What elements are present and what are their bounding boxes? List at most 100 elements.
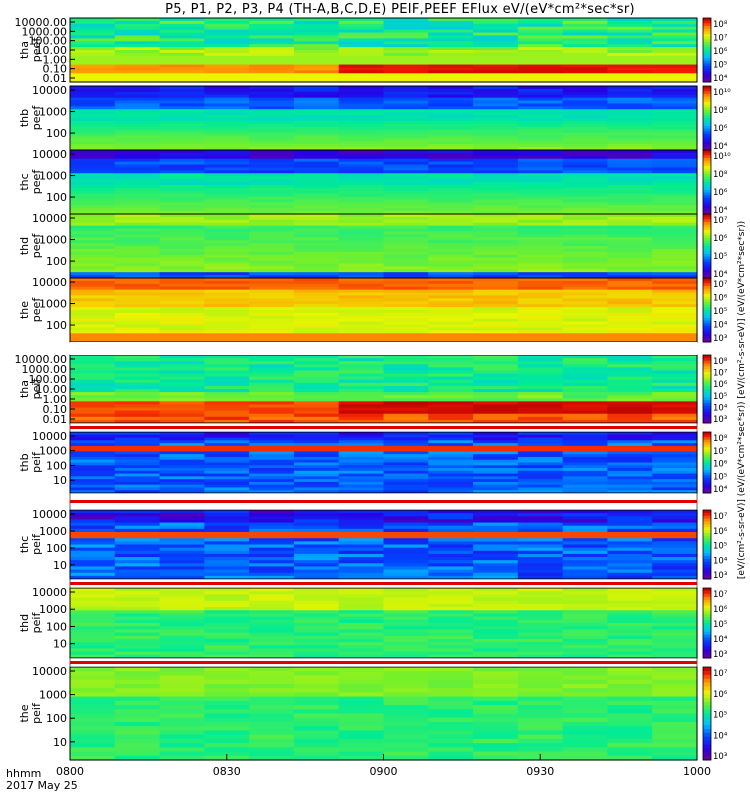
heatmap-cell (562, 395, 609, 399)
heatmap-cell (607, 713, 653, 719)
heatmap-cell (652, 389, 698, 393)
heatmap-cell (428, 395, 474, 399)
heatmap-cell (293, 361, 340, 365)
heatmap-cell (652, 70, 698, 74)
heatmap-cell (517, 184, 564, 189)
colorbar-segment (703, 187, 711, 191)
heatmap-cell (159, 443, 205, 447)
heatmap-cell (159, 525, 205, 530)
heatmap-cell (70, 199, 116, 203)
colorbar-frame (702, 17, 712, 83)
heatmap-cell (473, 112, 519, 116)
heatmap-cell (114, 304, 161, 308)
heatmap-cell (473, 167, 519, 171)
heatmap-cell (562, 651, 609, 656)
heatmap-cell (383, 361, 429, 365)
heatmap-cell (293, 70, 340, 74)
heatmap-cell (652, 44, 698, 48)
colorbar-segment (703, 264, 711, 268)
heatmap-cell (517, 419, 564, 424)
heatmap-cell (293, 437, 340, 441)
heatmap-cell (159, 629, 205, 634)
heatmap-cell (114, 170, 161, 174)
heatmap-cell (249, 138, 295, 142)
heatmap-cell (652, 476, 698, 480)
heatmap-cell (204, 205, 250, 209)
heatmap-cell (652, 709, 698, 715)
heatmap-cell (70, 588, 116, 592)
heatmap-cell (249, 481, 295, 486)
heatmap-cell (70, 610, 116, 615)
colorbar-segment (703, 397, 711, 401)
heatmap-cell (249, 747, 295, 753)
heatmap-cell (562, 234, 609, 238)
heatmap-cell (473, 490, 519, 494)
heatmap-cell (70, 468, 116, 472)
heatmap-cell (562, 600, 609, 605)
heatmap-cell (70, 434, 116, 439)
heatmap-cell (383, 632, 429, 637)
heatmap-cell (249, 339, 295, 343)
heatmap-cell (428, 263, 474, 267)
heatmap-cell (517, 404, 564, 409)
heatmap-cell (652, 610, 698, 615)
colorbar-frame (702, 277, 712, 343)
heatmap-cell (70, 336, 116, 340)
heatmap-cell (562, 152, 609, 157)
heatmap-cell (159, 743, 205, 748)
heatmap-cell (652, 645, 698, 650)
heatmap-cell (383, 243, 429, 247)
heatmap-cell (562, 671, 609, 677)
heatmap-cell (562, 448, 609, 453)
heatmap-cell (249, 738, 295, 744)
heatmap-cell (473, 557, 519, 561)
heatmap-cell (562, 318, 609, 323)
heatmap-cell (159, 607, 205, 611)
heatmap-cell (607, 410, 653, 415)
heatmap-cell (652, 123, 698, 128)
heatmap-cell (428, 73, 474, 77)
heatmap-cell (652, 52, 698, 57)
heatmap-cell (473, 52, 519, 57)
heatmap-cell (249, 94, 295, 99)
heatmap-cell (293, 522, 340, 527)
heatmap-cell (562, 465, 609, 469)
heatmap-cell (114, 161, 161, 166)
heatmap-cell (607, 547, 653, 552)
heatmap-cell (607, 721, 653, 727)
heatmap-cell (652, 222, 698, 227)
heatmap-cell (517, 692, 564, 698)
y-tick-label: 100 (46, 712, 67, 725)
heatmap-cell (652, 214, 698, 218)
colorbar-tick-label: 10⁸ (713, 434, 728, 444)
heatmap-cell (383, 216, 429, 221)
heatmap-cell (473, 196, 519, 201)
heatmap-cell (338, 544, 385, 549)
heatmap-cell (159, 364, 205, 368)
heatmap-cell (517, 132, 564, 137)
heatmap-cell (249, 243, 295, 247)
heatmap-cell (652, 50, 698, 54)
heatmap-cell (517, 70, 564, 74)
colorbar-segment (703, 31, 711, 35)
heatmap-cell (159, 155, 205, 160)
heatmap-cell (383, 120, 429, 125)
heatmap-cell (517, 392, 564, 396)
heatmap-cell (607, 692, 653, 698)
heatmap-cell (293, 219, 340, 224)
heatmap-cell (562, 607, 609, 611)
heatmap-cell (473, 237, 519, 241)
heatmap-cell (652, 407, 698, 412)
heatmap-cell (517, 616, 564, 621)
heatmap-cell (517, 138, 564, 142)
heatmap-cell (70, 147, 116, 151)
heatmap-cell (607, 64, 653, 69)
heatmap-cell (70, 675, 116, 681)
heatmap-cell (70, 55, 116, 60)
heatmap-cell (70, 205, 116, 209)
heatmap-cell (338, 651, 385, 656)
heatmap-cell (383, 700, 429, 706)
heatmap-cell (517, 510, 564, 514)
heatmap-cell (383, 20, 429, 25)
heatmap-cell (383, 528, 429, 533)
